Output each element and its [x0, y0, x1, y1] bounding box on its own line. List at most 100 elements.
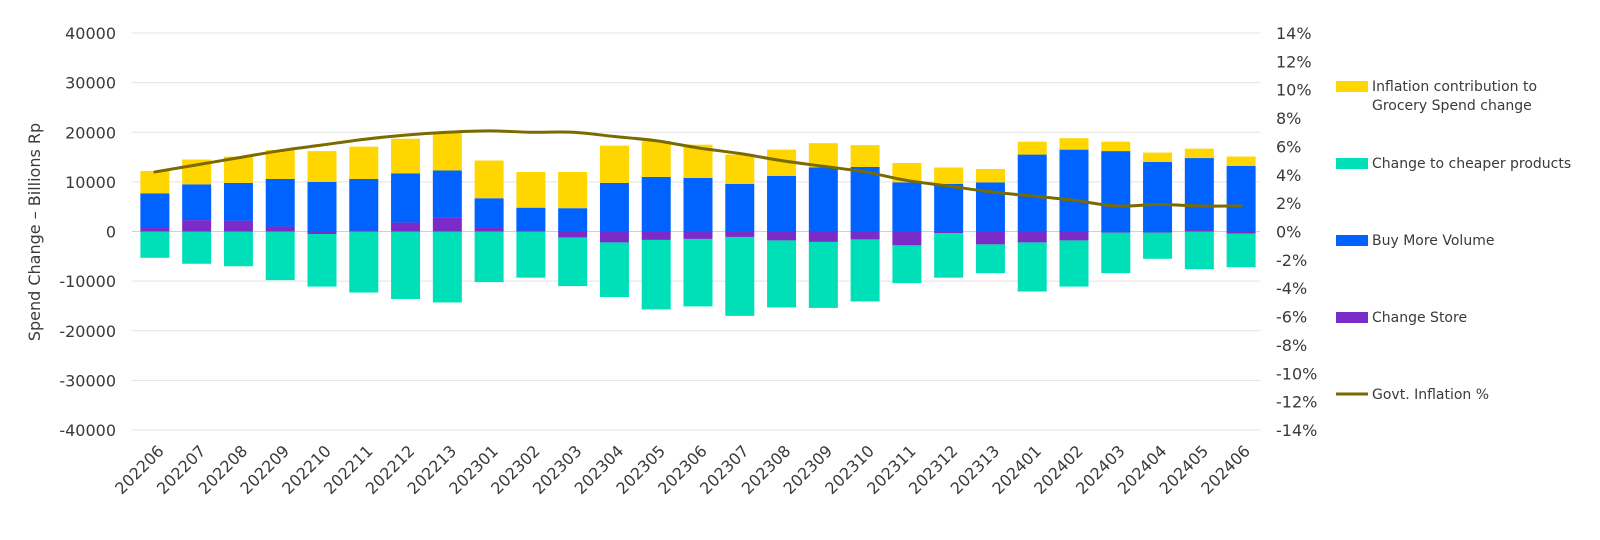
y-tick-label: -30000 [59, 371, 116, 390]
bar-inflation-contribution-to-grocery-spend-change [223, 156, 253, 183]
bar-change-to-cheaper-products [808, 241, 838, 308]
bar-buy-more-volume [1184, 158, 1214, 231]
bar-buy-more-volume [599, 182, 629, 232]
bar-change-store [1059, 231, 1089, 241]
bar-change-store [850, 231, 880, 240]
bar-buy-more-volume [307, 181, 337, 232]
bar-buy-more-volume [516, 207, 546, 231]
bar-change-to-cheaper-products [683, 238, 713, 307]
y-tick-label: -10000 [59, 272, 116, 291]
bar-buy-more-volume [182, 184, 212, 221]
bar-change-store [223, 220, 253, 232]
y2-tick-label: -4% [1276, 279, 1307, 298]
y2-tick-label: -6% [1276, 308, 1307, 327]
bar-buy-more-volume [892, 182, 922, 232]
bar-buy-more-volume [140, 193, 170, 229]
y2-tick-label: 0% [1276, 223, 1301, 242]
legend-label-govt-inflation: Govt. Inflation % [1372, 387, 1489, 403]
y-tick-label: 30000 [65, 74, 116, 93]
y-tick-label: 10000 [65, 173, 116, 192]
legend-label-change-to-cheaper-products: Change to cheaper products [1372, 156, 1571, 172]
bar-change-to-cheaper-products [599, 242, 629, 298]
y2-tick-label: -12% [1276, 393, 1317, 412]
bar-inflation-contribution-to-grocery-spend-change [934, 167, 964, 184]
bar-inflation-contribution-to-grocery-spend-change [474, 160, 504, 199]
legend: Inflation contribution to Grocery Spend c… [1336, 79, 1571, 403]
bar-change-store [1226, 231, 1256, 234]
left-axis: 40000 30000 20000 10000 0 -10000 -20000 -30000 -… [59, 24, 116, 440]
bar-buy-more-volume [391, 173, 421, 223]
bar-change-store [391, 222, 421, 232]
bar-buy-more-volume [1101, 151, 1131, 232]
bar-buy-more-volume [683, 177, 713, 232]
y-tick-label: -40000 [59, 421, 116, 440]
bar-buy-more-volume [1059, 149, 1089, 232]
bar-change-to-cheaper-products [725, 236, 755, 316]
bar-buy-more-volume [349, 178, 379, 231]
bar-buy-more-volume [432, 170, 462, 218]
bar-buy-more-volume [1226, 165, 1256, 232]
bar-change-to-cheaper-products [1226, 233, 1256, 268]
right-axis: 14% 12% 10% 8% 6% 4% 2% 0% -2% -4% -6% -8% -10% -12% -… [1276, 24, 1317, 440]
bar-buy-more-volume [641, 176, 671, 232]
legend-label-change-store: Change Store [1372, 310, 1467, 326]
bar-change-store [349, 230, 379, 232]
y-tick-label: 40000 [65, 24, 116, 43]
bar-change-store [725, 231, 755, 237]
bar-inflation-contribution-to-grocery-spend-change [1184, 148, 1214, 159]
bar-change-store [808, 231, 838, 242]
y2-tick-label: -14% [1276, 421, 1317, 440]
y2-tick-label: 14% [1276, 24, 1312, 43]
bar-buy-more-volume [850, 166, 880, 232]
bar-buy-more-volume [725, 183, 755, 232]
bar-change-store [1184, 230, 1214, 232]
bar-change-store [1017, 231, 1047, 243]
bar-change-to-cheaper-products [432, 231, 462, 303]
bar-change-to-cheaper-products [767, 240, 797, 308]
bar-inflation-contribution-to-grocery-spend-change [307, 151, 337, 182]
y-tick-label: -20000 [59, 322, 116, 341]
bar-buy-more-volume [808, 167, 838, 232]
bar-change-to-cheaper-products [349, 231, 379, 293]
bar-inflation-contribution-to-grocery-spend-change [391, 138, 421, 174]
y2-tick-label: 8% [1276, 109, 1301, 128]
bar-buy-more-volume [223, 182, 253, 221]
bar-buy-more-volume [1143, 162, 1173, 232]
bar-change-store [1143, 231, 1173, 233]
bar-change-store [474, 227, 504, 232]
bar-inflation-contribution-to-grocery-spend-change [140, 170, 170, 194]
bar-change-store [892, 231, 922, 246]
y2-tick-label: -10% [1276, 364, 1317, 383]
bar-change-to-cheaper-products [223, 231, 253, 267]
bar-buy-more-volume [265, 178, 295, 227]
bar-change-to-cheaper-products [1059, 240, 1089, 287]
bar-inflation-contribution-to-grocery-spend-change [516, 171, 546, 208]
bar-inflation-contribution-to-grocery-spend-change [599, 145, 629, 183]
legend-label-inflation-contribution-to-grocery-spend-change: Inflation contribution to Grocery Spend c… [1372, 79, 1537, 114]
legend-swatch-buy-more-volume [1336, 235, 1368, 246]
bar-change-store [683, 231, 713, 239]
legend-swatch-change-store [1336, 312, 1368, 323]
bar-change-to-cheaper-products [391, 231, 421, 299]
y2-tick-label: 6% [1276, 137, 1301, 156]
bar-inflation-contribution-to-grocery-spend-change [725, 154, 755, 184]
y2-tick-label: 10% [1276, 81, 1312, 100]
bar-change-store [265, 226, 295, 232]
bar-change-to-cheaper-products [516, 231, 546, 278]
bar-change-to-cheaper-products [975, 244, 1005, 274]
bar-change-to-cheaper-products [1017, 242, 1047, 292]
bar-inflation-contribution-to-grocery-spend-change [265, 150, 295, 179]
bar-change-store [641, 231, 671, 240]
bar-change-to-cheaper-products [641, 239, 671, 310]
bar-inflation-contribution-to-grocery-spend-change [641, 141, 671, 177]
bar-inflation-contribution-to-grocery-spend-change [1143, 152, 1173, 163]
bar-change-to-cheaper-products [1143, 232, 1173, 259]
bar-change-store [307, 231, 337, 234]
bar-change-store [558, 231, 588, 238]
y2-tick-label: 4% [1276, 166, 1301, 185]
bar-change-to-cheaper-products [934, 232, 964, 278]
bar-inflation-contribution-to-grocery-spend-change [432, 132, 462, 171]
bar-change-store [1101, 231, 1131, 233]
y2-tick-label: 12% [1276, 52, 1312, 71]
